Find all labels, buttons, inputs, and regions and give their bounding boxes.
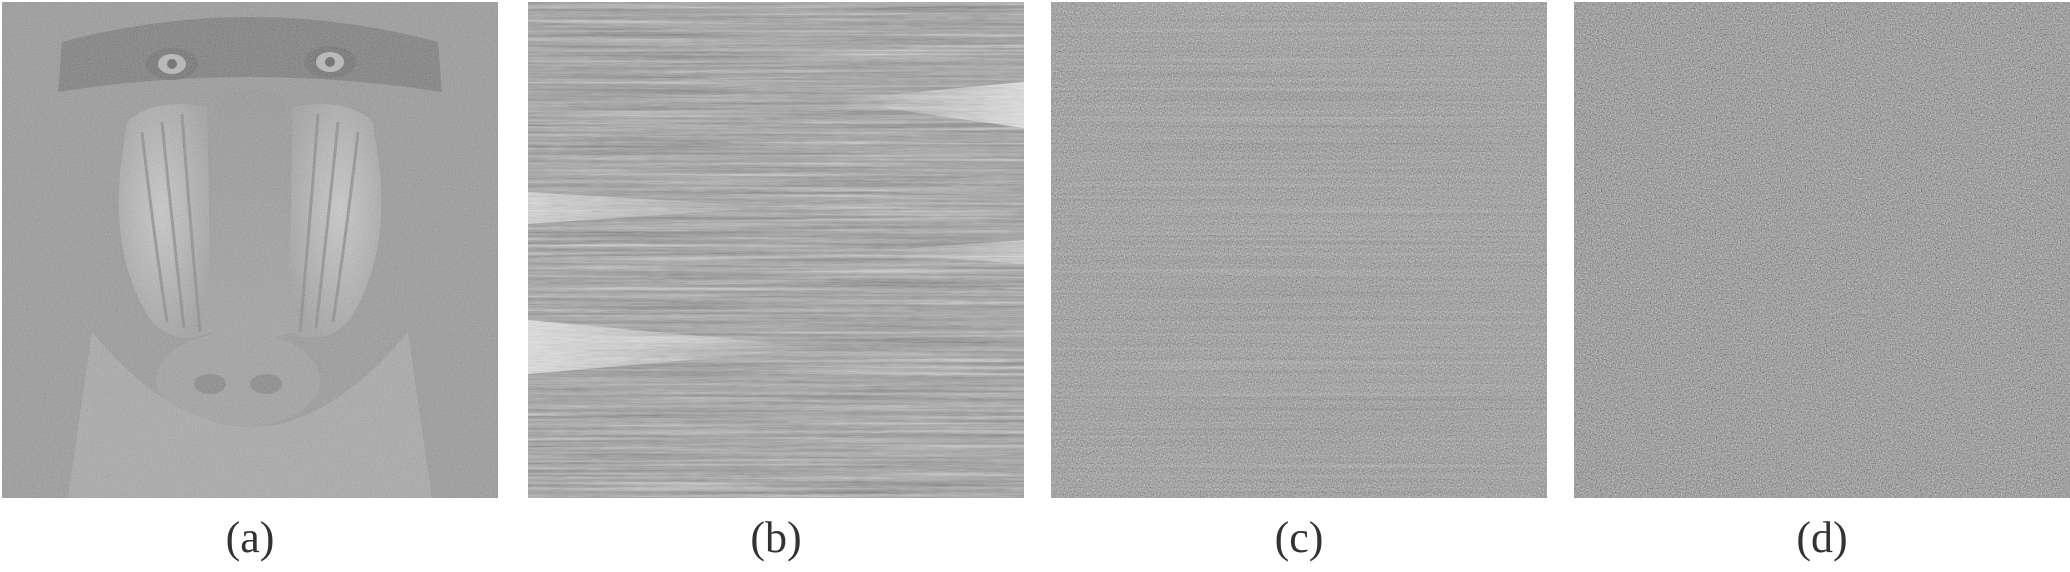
streaked-cipher-image	[528, 2, 1024, 498]
panel-b-caption: (b)	[750, 513, 802, 562]
panel-c: (c)	[1051, 0, 1547, 572]
panel-b: (b)	[528, 0, 1024, 572]
streaked-cipher-drawing	[528, 2, 1024, 498]
uniform-noise-drawing	[1574, 2, 2070, 498]
panel-d-caption: (d)	[1796, 513, 1848, 562]
banded-noise-image	[1051, 2, 1547, 498]
uniform-noise-image	[1574, 2, 2070, 498]
banded-noise-drawing	[1051, 2, 1547, 498]
panel-a-caption: (a)	[225, 513, 275, 562]
plain-image	[2, 2, 498, 498]
panel-a: (a)	[2, 0, 498, 572]
panel-d: (d)	[1574, 0, 2070, 572]
plain-image-drawing	[2, 2, 498, 498]
panel-c-caption: (c)	[1274, 513, 1324, 562]
